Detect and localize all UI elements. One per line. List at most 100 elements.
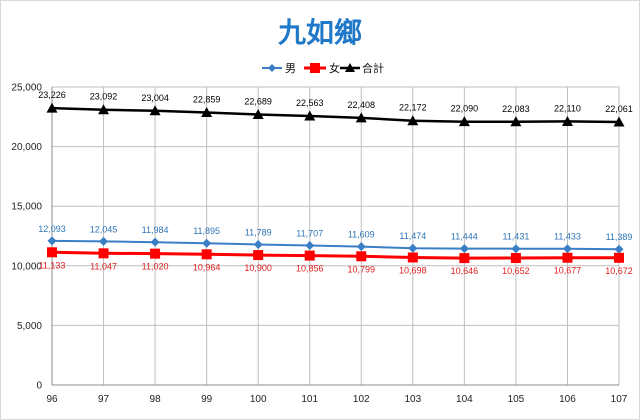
data-label-total: 22,110 — [554, 103, 581, 113]
data-label-male: 11,433 — [554, 232, 581, 242]
y-tick-label: 10,000 — [11, 261, 42, 272]
legend: 男 女 合計 — [262, 61, 384, 75]
point-female — [150, 248, 161, 259]
point-total — [355, 112, 367, 123]
data-label-female: 10,646 — [451, 266, 479, 276]
point-female — [304, 250, 315, 261]
data-label-male: 12,093 — [38, 224, 66, 234]
series-total — [46, 102, 625, 127]
data-label-female: 10,677 — [554, 266, 582, 276]
point-male — [511, 244, 521, 254]
point-female — [201, 249, 212, 260]
legend-marker-female — [310, 63, 320, 73]
data-label-female: 10,799 — [348, 264, 376, 274]
point-male — [305, 240, 315, 250]
point-total — [458, 116, 470, 127]
legend-marker-total — [345, 63, 355, 72]
data-label-total: 23,092 — [90, 92, 118, 102]
x-tick-label: 105 — [508, 394, 525, 405]
legend-label-male: 男 — [285, 62, 296, 75]
point-male — [356, 242, 366, 252]
data-label-male: 11,895 — [193, 226, 220, 236]
series-layer — [46, 102, 625, 264]
data-label-male: 11,474 — [399, 231, 426, 241]
point-female — [510, 253, 521, 264]
data-label-total: 23,226 — [38, 90, 66, 100]
y-tick-label: 20,000 — [11, 142, 42, 153]
point-total — [304, 110, 316, 121]
data-label-male: 11,444 — [451, 232, 478, 242]
point-total — [201, 107, 213, 118]
point-female — [356, 251, 367, 262]
point-female — [98, 248, 109, 259]
point-male — [202, 238, 212, 248]
data-label-female: 11,047 — [90, 261, 117, 271]
series-line-female — [51, 250, 620, 260]
data-label-female: 11,133 — [39, 260, 66, 270]
data-label-male: 11,984 — [142, 225, 169, 235]
series-male — [47, 236, 624, 254]
x-tick-label: 104 — [456, 394, 473, 405]
x-tick-label: 103 — [404, 394, 421, 405]
x-tick-label: 96 — [46, 394, 58, 405]
x-tick-label: 98 — [150, 394, 162, 405]
y-tick-label: 0 — [36, 381, 42, 392]
data-label-male: 11,389 — [606, 232, 633, 242]
series-female — [47, 247, 624, 264]
legend-marker-male — [268, 64, 276, 72]
legend-item-female: 女 — [304, 61, 340, 75]
x-tick-label: 99 — [201, 394, 213, 405]
data-label-male: 12,045 — [90, 224, 118, 234]
x-tick-label: 97 — [98, 394, 110, 405]
data-label-female: 10,652 — [502, 266, 530, 276]
point-female — [253, 250, 264, 261]
chart-title: 九如鄉 — [278, 16, 362, 49]
y-tick-label: 5,000 — [17, 321, 42, 332]
point-female — [459, 253, 470, 264]
data-label-male: 11,789 — [245, 227, 272, 237]
x-tick-label: 107 — [611, 394, 628, 405]
x-tick-label: 101 — [301, 394, 318, 405]
point-male — [614, 244, 624, 254]
data-label-male: 11,707 — [296, 228, 323, 238]
x-tick-label: 106 — [559, 394, 576, 405]
point-male — [253, 239, 263, 249]
y-tick-label: 15,000 — [11, 202, 42, 213]
x-tick-label: 102 — [353, 394, 370, 405]
point-total — [149, 105, 161, 116]
point-total — [252, 109, 264, 120]
point-total — [613, 116, 625, 127]
legend-item-male: 男 — [262, 62, 296, 75]
x-tick-label: 100 — [250, 394, 267, 405]
data-label-female: 10,672 — [605, 266, 633, 276]
point-female — [407, 252, 418, 263]
point-total — [407, 115, 419, 126]
point-male — [562, 244, 572, 254]
point-male — [47, 236, 57, 246]
data-label-female: 10,856 — [296, 264, 324, 274]
data-label-total: 22,061 — [605, 104, 633, 114]
data-label-male: 11,609 — [348, 230, 375, 240]
data-labels: 12,093 12,045 11,984 11,895 11,789 11,707 11,6… — [38, 90, 633, 276]
point-female — [47, 247, 57, 258]
legend-item-total: 合計 — [340, 61, 384, 75]
data-label-total: 22,859 — [193, 95, 221, 105]
point-total — [510, 116, 522, 127]
data-label-total: 23,004 — [141, 93, 169, 103]
data-label-female: 10,900 — [244, 263, 272, 273]
axes: 0 5,000 10,000 15,000 20,000 25,000 96 97 98 99 10… — [11, 83, 627, 406]
data-label-female: 11,020 — [142, 262, 169, 272]
legend-label-total: 合計 — [362, 61, 384, 75]
legend-label-female: 女 — [329, 61, 340, 75]
point-total — [98, 104, 110, 115]
data-label-total: 22,408 — [348, 100, 376, 110]
data-label-total: 22,083 — [502, 104, 530, 114]
data-label-female: 10,698 — [399, 265, 427, 275]
point-total — [46, 102, 58, 113]
series-line-male — [51, 239, 620, 251]
point-male — [459, 244, 469, 254]
data-label-total: 22,689 — [244, 97, 272, 107]
series-line-total — [51, 106, 620, 124]
data-label-total: 22,563 — [296, 98, 324, 108]
